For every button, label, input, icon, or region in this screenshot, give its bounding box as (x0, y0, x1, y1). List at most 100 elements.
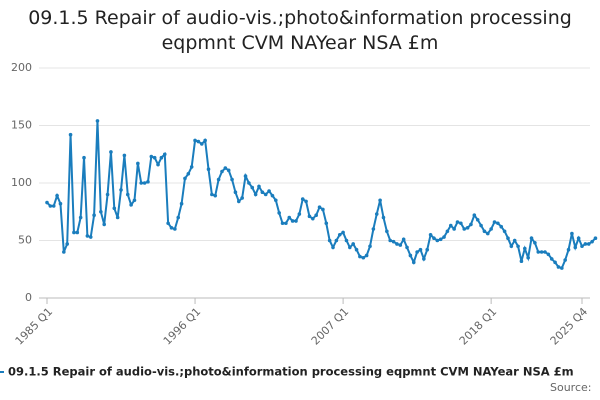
data-point (290, 219, 295, 223)
data-point (536, 250, 541, 254)
data-point (337, 232, 342, 237)
data-point (169, 226, 174, 230)
data-point (364, 253, 369, 258)
data-point (459, 221, 463, 226)
data-point (543, 250, 547, 254)
y-tick-label: 50 (18, 234, 32, 247)
legend-label: 09.1.5 Repair of audio-vis.;photo&inform… (8, 365, 574, 379)
data-point (48, 204, 53, 208)
data-point (533, 241, 537, 245)
data-point (361, 255, 366, 260)
data-point (75, 230, 80, 235)
data-point (179, 201, 184, 206)
data-point (512, 238, 517, 243)
data-point (516, 244, 520, 249)
data-point (125, 192, 130, 197)
data-point (324, 221, 329, 226)
data-point (206, 167, 211, 171)
y-tick-label: 100 (11, 176, 32, 189)
data-point (560, 266, 564, 270)
y-tick-label: 0 (25, 291, 32, 304)
data-point (482, 229, 487, 234)
data-point (321, 207, 325, 212)
data-point (398, 243, 403, 247)
data-point (556, 265, 561, 269)
data-point (82, 155, 86, 160)
data-point (149, 154, 154, 159)
data-point (274, 198, 278, 203)
data-point (371, 227, 376, 231)
data-point (294, 219, 298, 223)
data-point (243, 174, 248, 178)
data-point (317, 205, 322, 209)
data-point (422, 257, 426, 261)
data-point (263, 192, 268, 197)
data-point (573, 245, 578, 250)
data-point (152, 155, 157, 160)
data-point (62, 250, 66, 254)
data-point (509, 244, 514, 249)
data-point (78, 215, 83, 220)
data-point (236, 199, 241, 204)
data-point (304, 199, 308, 204)
data-point (139, 181, 144, 185)
data-point (51, 204, 56, 208)
data-point (469, 222, 473, 227)
data-point (267, 189, 271, 193)
x-tick-label: 2025 Q4 (548, 305, 591, 348)
data-point (247, 181, 251, 185)
data-point (331, 245, 335, 250)
data-point (388, 238, 393, 243)
data-point (45, 200, 49, 205)
data-point (277, 211, 281, 215)
data-point (284, 221, 288, 226)
data-point (435, 238, 440, 243)
data-point (374, 212, 379, 216)
data-point (55, 193, 59, 198)
data-point (88, 235, 93, 239)
data-point (381, 215, 386, 220)
data-point (502, 229, 507, 234)
data-point (586, 242, 591, 246)
data-point (253, 192, 258, 197)
data-point (570, 231, 574, 236)
data-point (411, 260, 416, 265)
data-point (539, 250, 544, 254)
data-point (506, 236, 510, 240)
data-point (257, 184, 261, 189)
data-point (385, 229, 389, 234)
data-point (553, 260, 557, 265)
data-point (196, 139, 201, 144)
x-tick-label: 2018 Q1 (457, 305, 500, 348)
data-point (223, 166, 228, 170)
data-point (311, 216, 315, 221)
data-point (549, 257, 554, 261)
data-point (58, 201, 63, 206)
data-point (203, 138, 207, 143)
data-point (240, 196, 244, 200)
data-point (472, 213, 477, 217)
data-point (176, 215, 181, 220)
data-point (109, 150, 113, 154)
data-point (465, 226, 470, 230)
data-point (391, 239, 396, 244)
data-point (526, 255, 530, 260)
chart-title: 09.1.5 Repair of audio-vis.;photo&inform… (28, 7, 572, 54)
data-point (428, 232, 433, 237)
data-point (519, 259, 524, 264)
data-point (438, 237, 443, 242)
data-point (72, 230, 76, 235)
data-point (405, 245, 409, 250)
data-point (280, 221, 285, 226)
data-point (499, 224, 504, 229)
data-point (226, 168, 231, 173)
data-point (156, 162, 160, 167)
data-point (395, 242, 399, 246)
data-point (576, 236, 581, 240)
data-point (270, 193, 275, 198)
data-point (112, 206, 117, 211)
data-point (162, 152, 167, 157)
data-point (102, 222, 107, 227)
data-point (159, 155, 164, 160)
data-point (455, 220, 460, 224)
